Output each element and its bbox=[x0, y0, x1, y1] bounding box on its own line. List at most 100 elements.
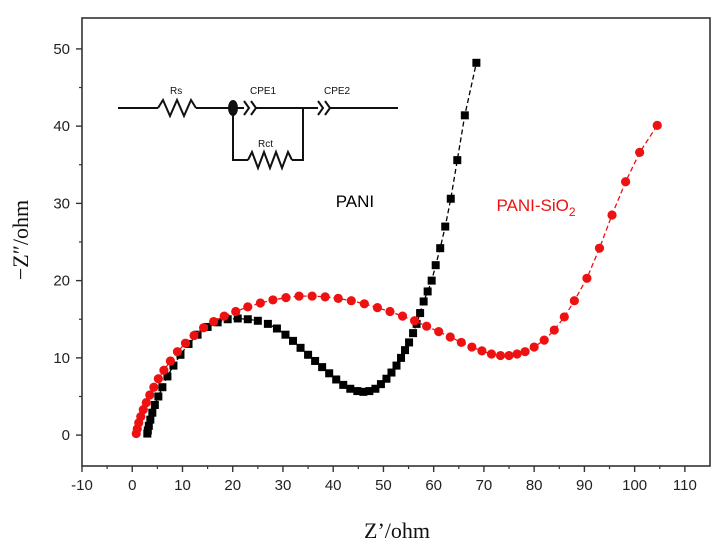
data-point bbox=[453, 156, 462, 165]
data-point bbox=[150, 400, 159, 409]
data-point bbox=[446, 194, 455, 203]
data-point bbox=[456, 337, 466, 348]
data-point bbox=[397, 311, 408, 321]
circuit-label-rct: Rct bbox=[258, 139, 273, 150]
data-point bbox=[346, 296, 356, 306]
data-point bbox=[180, 338, 191, 348]
resistor-rct-symbol bbox=[247, 149, 293, 171]
x-tick-label: 60 bbox=[425, 477, 442, 494]
data-point bbox=[172, 347, 183, 357]
data-point bbox=[594, 243, 605, 253]
data-point bbox=[320, 292, 330, 302]
data-point bbox=[419, 297, 428, 306]
series-label: PANI-SiO2 bbox=[496, 196, 575, 219]
data-point bbox=[268, 295, 278, 305]
data-point bbox=[539, 335, 549, 345]
plot-axes: -10 0 10 20 30 40 50 60 70 80 90 100 110 0 10 20 30 40 50 bbox=[53, 17, 711, 494]
data-point bbox=[223, 315, 232, 324]
data-point bbox=[385, 306, 395, 317]
data-point bbox=[460, 111, 469, 120]
data-point bbox=[296, 343, 305, 352]
x-tick-label: 20 bbox=[224, 477, 241, 494]
data-point bbox=[143, 426, 152, 435]
x-axis-title: Z’/ohm bbox=[364, 518, 430, 543]
data-point bbox=[434, 327, 444, 337]
data-point bbox=[495, 350, 506, 361]
series-label-text: PANI bbox=[336, 192, 374, 211]
data-point bbox=[353, 387, 362, 396]
data-point bbox=[154, 392, 163, 401]
data-point bbox=[294, 291, 304, 301]
data-point bbox=[486, 349, 497, 359]
data-point bbox=[263, 319, 272, 328]
data-point bbox=[144, 421, 153, 430]
data-point bbox=[281, 330, 290, 339]
series-labels: PANI PANI-SiO2 bbox=[336, 192, 576, 219]
data-point bbox=[422, 321, 432, 331]
data-point bbox=[304, 350, 313, 359]
resistor-rs-symbol bbox=[157, 97, 197, 119]
data-point bbox=[339, 380, 348, 389]
data-point bbox=[153, 374, 163, 384]
data-point bbox=[231, 306, 241, 317]
data-point bbox=[165, 356, 176, 366]
data-point bbox=[405, 338, 414, 347]
data-point bbox=[149, 382, 159, 392]
y-tick-label: 20 bbox=[53, 273, 70, 290]
data-point bbox=[436, 244, 445, 253]
data-point bbox=[441, 222, 450, 231]
data-point bbox=[138, 405, 148, 415]
data-point bbox=[652, 120, 662, 130]
data-point bbox=[401, 346, 410, 355]
data-point bbox=[427, 276, 436, 285]
y-tick-label: 10 bbox=[53, 350, 70, 367]
data-point bbox=[416, 309, 425, 318]
data-point bbox=[467, 342, 477, 352]
data-point bbox=[233, 314, 242, 323]
rct-branch-return bbox=[292, 108, 304, 161]
data-point bbox=[209, 316, 219, 327]
data-point bbox=[620, 177, 631, 187]
data-point bbox=[332, 375, 341, 384]
data-point bbox=[159, 365, 169, 375]
data-point bbox=[318, 363, 327, 372]
data-point bbox=[148, 408, 157, 417]
cpe1-symbol-left bbox=[243, 100, 251, 116]
data-point bbox=[346, 384, 355, 393]
cpe1-symbol-right bbox=[250, 100, 258, 116]
data-point bbox=[359, 299, 369, 309]
series-label: PANI bbox=[336, 192, 374, 211]
series-label-subscript: 2 bbox=[569, 205, 576, 219]
circuit-label-rs: Rs bbox=[170, 86, 182, 97]
data-point bbox=[382, 374, 391, 383]
data-point bbox=[141, 398, 151, 408]
x-tick-label: 100 bbox=[622, 477, 647, 494]
circuit-label-cpe1: CPE1 bbox=[250, 86, 277, 97]
data-point bbox=[325, 369, 334, 378]
data-point bbox=[512, 349, 522, 359]
series-pani-sio2 bbox=[131, 120, 662, 439]
data-point bbox=[158, 383, 167, 392]
data-point bbox=[253, 316, 262, 325]
data-point bbox=[311, 356, 320, 365]
x-tick-label: 80 bbox=[526, 477, 543, 494]
x-tick-label: 30 bbox=[275, 477, 292, 494]
data-point bbox=[607, 210, 617, 220]
y-tick-label: 40 bbox=[53, 118, 70, 135]
data-point bbox=[145, 390, 155, 400]
data-point bbox=[333, 293, 343, 303]
series-label-text: PANI-SiO bbox=[496, 196, 568, 215]
circuit-label-cpe2: CPE2 bbox=[324, 86, 351, 97]
data-point bbox=[549, 325, 559, 335]
data-point bbox=[136, 411, 146, 422]
data-point bbox=[198, 323, 209, 333]
series-line bbox=[146, 62, 478, 434]
data-point bbox=[163, 372, 172, 381]
x-tick-label: -10 bbox=[71, 477, 93, 494]
x-tick-label: 10 bbox=[174, 477, 191, 494]
data-point bbox=[365, 387, 374, 396]
y-tick-label: 30 bbox=[53, 195, 70, 212]
rct-branch-wire bbox=[232, 108, 248, 161]
series-layer bbox=[131, 58, 662, 439]
